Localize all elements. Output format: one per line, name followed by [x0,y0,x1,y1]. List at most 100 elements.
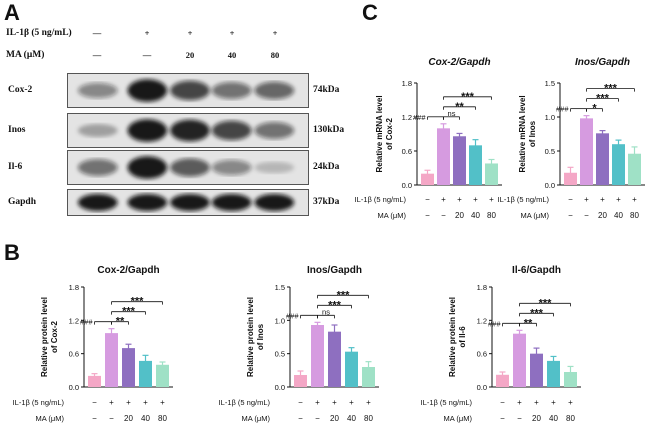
bar [530,353,543,387]
x-condition-label: IL-1β (5 ng/mL) [498,195,550,204]
y-tick-label: 0.0 [545,181,555,190]
y-tick-label: 1.5 [275,283,285,292]
wb-condition-cell: — [92,28,102,38]
x-condition-value: − [584,211,589,220]
bar [105,333,118,387]
x-condition-value: − [92,414,97,423]
y-axis-label: Relative mRNA level [518,95,527,172]
wb-blot-cox-2 [67,73,309,108]
x-condition-value: − [298,414,303,423]
wb-condition-cell: + [187,28,193,38]
bar [139,360,152,387]
wb-size-label: 24kDa [313,161,340,172]
x-condition-value: 20 [598,211,607,220]
y-tick-label: 1.8 [402,79,412,88]
wb-band [211,120,252,141]
y-tick-label: 1.5 [545,79,555,88]
bar [564,172,577,185]
y-tick-label: 0.0 [69,383,79,392]
x-condition-value: + [534,398,539,407]
x-condition-value: 40 [471,211,480,220]
significance-label: ns [448,109,456,118]
wb-band [127,79,168,102]
wb-condition-cell: + [144,28,150,38]
wb-blot-il-6 [67,150,309,185]
x-condition-value: − [315,414,320,423]
significance-label: ** [455,101,464,113]
wb-condition-cell: 40 [227,50,237,60]
chart-title: Inos/Gapdh [307,265,362,276]
wb-condition-cell: + [229,28,235,38]
y-axis-label: Relative mRNA level [375,95,384,172]
x-condition-value: − [441,211,446,220]
x-condition-value: + [109,398,114,407]
x-condition-value: 20 [532,414,541,423]
bar [628,153,641,185]
chart-b-il6: Il-6/Gapdh Relative protein level of Il-6 0… [421,265,581,423]
wb-size-label: 74kDa [313,84,340,95]
bar [496,374,509,387]
y-tick-label: 1.0 [545,113,555,122]
y-axis-label: Relative protein level [448,297,457,377]
y-axis-label: of Inos [256,323,265,350]
bar [437,128,450,185]
x-condition-value: + [600,195,605,204]
y-tick-label: 0.6 [69,350,79,359]
x-condition-value: 80 [487,211,496,220]
y-tick-label: 1.2 [69,316,79,325]
wb-protein-label: Gapdh [8,196,36,207]
bar [328,331,341,387]
x-condition-value: 80 [630,211,639,220]
x-condition-value: − [109,414,114,423]
bar [122,348,135,387]
bar [612,144,625,185]
x-condition-value: + [332,398,337,407]
wb-ma-label: MA (μM) [6,50,45,60]
bar [156,364,169,387]
bar [580,118,593,185]
chart-b-cox2: Cox-2/Gapdh Relative protein level of Cox-… [13,265,173,423]
y-tick-label: 1.2 [477,316,487,325]
wb-il1b-label: IL-1β (5 ng/mL) [6,28,72,38]
x-condition-value: 40 [549,414,558,423]
panel-label-a: A [4,0,20,25]
chart-title: Cox-2/Gapdh [428,57,490,68]
x-condition-value: 80 [566,414,575,423]
x-condition-label: MA (μM) [444,414,473,423]
chart-c-cox2: Cox-2/Gapdh Relative mRNA level of Cox-2 0.… [355,57,502,220]
wb-condition-cell: 20 [185,50,195,60]
x-condition-value: − [425,195,430,204]
bar [564,372,577,387]
wb-condition-cell: — [92,50,102,60]
x-condition-label: IL-1β (5 ng/mL) [355,195,407,204]
x-condition-value: − [92,398,97,407]
wb-band [254,81,295,100]
y-tick-label: 1.2 [402,113,412,122]
significance-label: ### [556,105,569,114]
chart-b-inos: Inos/Gapdh Relative protein level of Inos 0… [219,265,379,423]
wb-band [211,193,252,212]
wb-band [170,119,210,142]
wb-blot-inos [67,113,309,148]
wb-protein-label: Inos [8,124,26,135]
wb-band [254,193,295,212]
x-condition-label: MA (μM) [521,211,550,220]
y-tick-label: 0.6 [477,350,487,359]
x-condition-value: 40 [141,414,150,423]
y-tick-label: 0.5 [545,147,555,156]
wb-band [254,122,295,139]
x-condition-value: − [425,211,430,220]
significance-label: *** [461,91,475,103]
x-condition-value: + [489,195,494,204]
x-condition-value: 80 [158,414,167,423]
significance-label: ### [80,318,93,327]
wb-band [77,123,118,138]
x-condition-value: 20 [455,211,464,220]
x-condition-value: + [349,398,354,407]
wb-band [127,156,168,179]
x-condition-value: + [568,398,573,407]
x-condition-value: − [500,398,505,407]
x-condition-value: + [315,398,320,407]
y-axis-label: Relative protein level [246,297,255,377]
bar [421,173,434,185]
